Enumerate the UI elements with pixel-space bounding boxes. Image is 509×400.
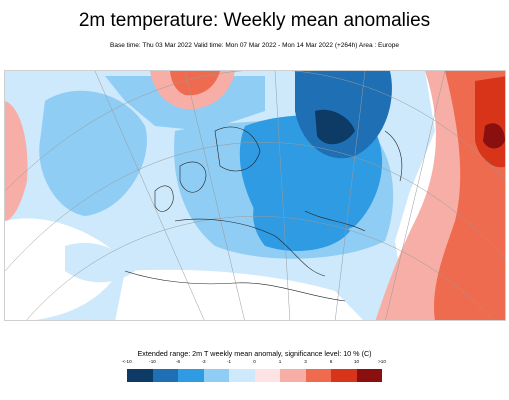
anomaly-blue-atlantic (39, 90, 147, 216)
legend-swatch (229, 369, 255, 382)
legend-swatch (356, 369, 382, 382)
anomaly-map (4, 70, 506, 321)
legend-swatch (152, 369, 178, 382)
anomaly-red-greenland (170, 71, 220, 96)
anomaly-light-southwest (65, 242, 135, 283)
anomaly-map-graphic (5, 71, 505, 320)
legend-ticks: <-10 -10 -6 -3 -1 0 1 3 6 10 >10 (122, 359, 386, 368)
legend-tick: -1 (226, 359, 232, 364)
map-title: 2m temperature: Weekly mean anomalies (78, 10, 431, 31)
legend-swatch (178, 369, 204, 382)
legend-tick: -6 (175, 359, 181, 364)
legend-swatch (203, 369, 229, 382)
legend-tick: 0 (253, 359, 256, 364)
legend-caption: Extended range: 2m T weekly mean anomaly… (137, 349, 372, 358)
legend-tick: <-10 (122, 359, 132, 364)
legend-tick: 6 (329, 359, 333, 364)
anomaly-darkred-siberia (483, 123, 505, 149)
legend-swatch (280, 369, 306, 382)
anomaly-mid-blue-balkans (253, 200, 350, 251)
legend-tick: 10 (353, 359, 360, 364)
map-subtitle: Base time: Thu 03 Mar 2022 Valid time: M… (110, 42, 399, 49)
legend-colorbar (127, 369, 382, 382)
legend-tick: -10 (149, 359, 156, 364)
legend-tick: -3 (201, 359, 206, 364)
legend-swatch (331, 369, 357, 382)
legend-tick: 1 (278, 359, 282, 364)
legend-swatch (254, 369, 280, 382)
legend-swatch (127, 369, 153, 382)
legend-swatch (305, 369, 331, 382)
legend-tick: 3 (304, 359, 307, 364)
legend-tick: >10 (378, 359, 386, 364)
anomaly-deepest-blue-russia (315, 109, 355, 145)
anomaly-warm-westedge (5, 101, 28, 221)
